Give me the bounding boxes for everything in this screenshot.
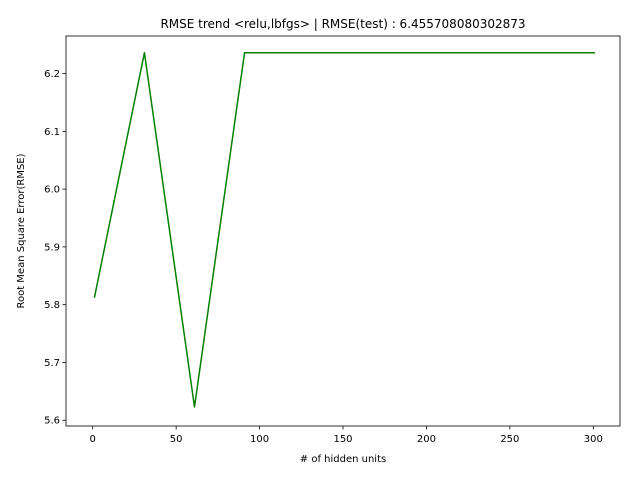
x-tick-label: 250	[500, 434, 519, 445]
plot-area: 0 50 100 150 200 250 300 5.6 5.7 5.8 5.9 6.0 6.1 6.2	[44, 35, 621, 445]
chart-title: RMSE trend <relu,lbfgs> | RMSE(test) : 6…	[160, 17, 525, 31]
x-tick-label: 100	[250, 434, 269, 445]
x-tick-label: 50	[170, 434, 183, 445]
y-tick-label: 6.2	[44, 69, 60, 80]
x-tick-label: 300	[584, 434, 603, 445]
y-axis-label: Root Mean Square Error(RMSE)	[16, 153, 27, 308]
x-tick-label: 0	[90, 434, 96, 445]
x-tick-label: 150	[333, 434, 352, 445]
y-tick-label: 5.9	[44, 242, 60, 253]
y-tick-label: 5.8	[44, 300, 60, 311]
y-tick-label: 5.6	[44, 416, 60, 427]
y-tick-label: 5.7	[44, 358, 60, 369]
x-tick-label: 200	[417, 434, 436, 445]
y-tick-label: 6.0	[44, 185, 60, 196]
series-line-0	[93, 52, 595, 408]
y-tick-label: 6.1	[44, 127, 60, 138]
x-axis-label: # of hidden units	[300, 454, 386, 465]
